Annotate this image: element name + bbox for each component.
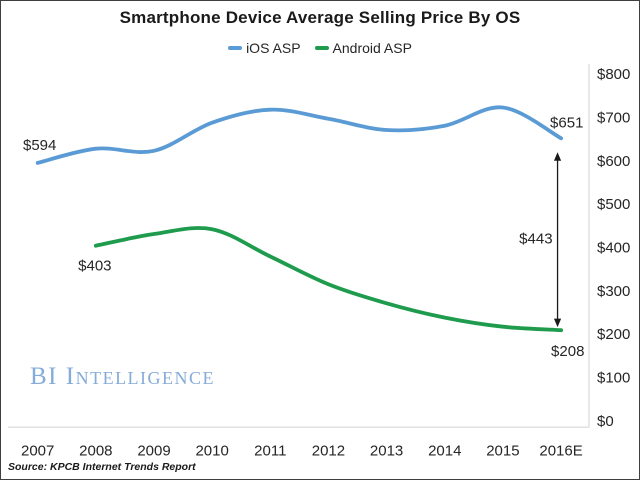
y-tick-label-800: $800 — [597, 66, 630, 83]
legend-label: iOS ASP — [246, 40, 301, 56]
x-tick-label-2010: 2010 — [195, 443, 228, 460]
y-tick-label-300: $300 — [597, 283, 630, 300]
x-tick-label-2008: 2008 — [79, 443, 112, 460]
gap-arrow-head-down — [553, 318, 562, 328]
series-line-android-asp — [93, 226, 563, 333]
data-label-android-end: $208 — [551, 343, 584, 360]
chart-title: Smartphone Device Average Selling Price … — [119, 8, 521, 27]
legend: iOS ASP Android ASP — [1, 40, 639, 56]
gap-arrow-head-up — [553, 152, 562, 161]
y-tick-label-500: $500 — [597, 196, 630, 213]
legend-item-android-asp: Android ASP — [314, 40, 412, 56]
x-tick-label-2015: 2015 — [486, 443, 519, 460]
y-tick-label-200: $200 — [597, 326, 630, 343]
x-tick-label-2009: 2009 — [137, 443, 170, 460]
data-label-android-start: $403 — [78, 258, 111, 275]
y-tick-label-400: $400 — [597, 240, 630, 257]
x-tick-label-2013: 2013 — [370, 443, 403, 460]
x-tick-label-2007: 2007 — [21, 443, 54, 460]
data-label-ios-end: $651 — [550, 114, 583, 131]
y-tick-label-700: $700 — [597, 110, 630, 127]
watermark-bi-intelligence: BI Intelligence — [30, 363, 216, 390]
legend-item-ios-asp: iOS ASP — [228, 40, 301, 56]
data-label-gap: $443 — [519, 231, 552, 248]
data-label-ios-start: $594 — [23, 137, 56, 154]
x-tick-label-2014: 2014 — [428, 443, 461, 460]
x-tick-label-2011: 2011 — [254, 443, 286, 460]
source-note: Source: KPCB Internet Trends Report — [8, 461, 196, 473]
series-line-ios-asp — [35, 105, 563, 165]
y-tick-label-100: $100 — [597, 369, 630, 386]
y-tick-label-0: $0 — [597, 413, 614, 430]
legend-label: Android ASP — [332, 40, 412, 56]
x-tick-label-2016E: 2016E — [539, 443, 582, 460]
y-tick-label-600: $600 — [597, 153, 630, 170]
legend-swatch-icon — [314, 46, 329, 50]
legend-swatch-icon — [228, 46, 243, 50]
x-tick-label-2012: 2012 — [312, 443, 345, 460]
